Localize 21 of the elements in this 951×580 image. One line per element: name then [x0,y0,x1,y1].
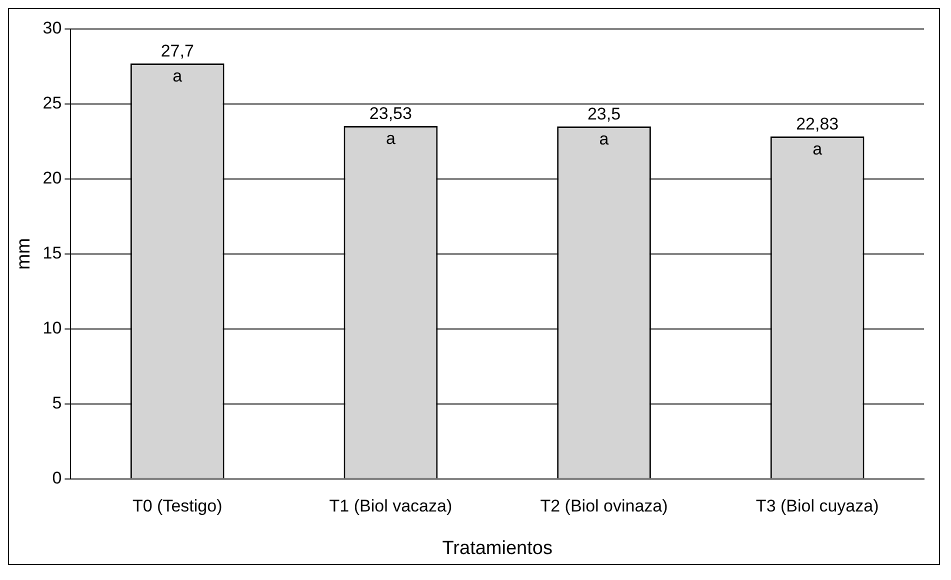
y-tick-label: 10 [42,318,62,338]
data-label: 22,83 [796,114,839,134]
x-tick-label: T1 (Biol vacaza) [329,496,452,516]
x-tick-label: T2 (Biol ovinaza) [540,496,668,516]
y-tick-label: 5 [52,394,62,413]
annotation: a [172,66,183,86]
x-axis-title: Tratamientos [442,538,552,559]
y-tick-label: 15 [42,244,62,263]
y-tick-label: 25 [42,94,62,113]
y-axis-title: mm [14,238,35,270]
annotation: a [386,129,396,148]
y-tick-label: 20 [42,168,62,188]
annotation: a [599,130,610,149]
data-label: 23,5 [587,104,621,124]
x-tick-label: T3 (Biol cuyaza) [756,496,879,516]
data-label: 23,53 [369,104,412,124]
y-tick-label: 0 [52,468,62,488]
y-tick-label: 30 [42,18,62,38]
x-tick-label: T0 (Testigo) [132,496,222,516]
annotation: a [812,140,823,159]
data-label: 27,7 [160,42,194,61]
